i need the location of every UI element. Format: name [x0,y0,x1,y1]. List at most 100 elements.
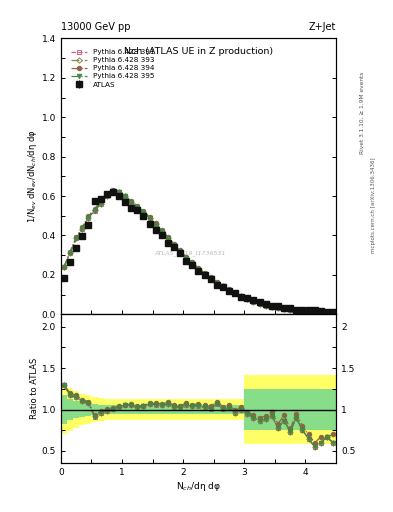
Pythia 6.428 393 [202,270,207,276]
Pythia 6.428 394 [98,199,103,205]
Pythia 6.428 393 [300,308,305,314]
Legend: Pythia 6.428 391, Pythia 6.428 393, Pythia 6.428 394, Pythia 6.428 395, ATLAS: Pythia 6.428 391, Pythia 6.428 393, Pyth… [70,48,156,89]
Pythia 6.428 394 [141,208,146,214]
Line: Pythia 6.428 395: Pythia 6.428 395 [62,189,335,315]
Pythia 6.428 395 [141,209,146,215]
Text: Z+Jet: Z+Jet [309,22,336,32]
Pythia 6.428 395 [117,189,121,195]
Pythia 6.428 394 [153,220,158,226]
Pythia 6.428 395 [165,236,170,242]
Pythia 6.428 395 [220,284,225,290]
Pythia 6.428 391 [123,193,127,199]
Pythia 6.428 391 [282,306,286,312]
Pythia 6.428 393 [294,308,299,314]
Pythia 6.428 395 [202,271,207,277]
Pythia 6.428 395 [129,199,134,205]
Pythia 6.428 394 [135,203,140,209]
Pythia 6.428 395 [312,309,317,315]
Pythia 6.428 391 [184,255,189,261]
Pythia 6.428 391 [135,204,140,210]
Pythia 6.428 395 [123,193,127,199]
Pythia 6.428 394 [172,241,176,247]
Pythia 6.428 393 [251,299,256,305]
Pythia 6.428 395 [135,204,140,210]
Pythia 6.428 393 [227,287,231,293]
Pythia 6.428 391 [275,305,280,311]
Pythia 6.428 393 [233,290,237,296]
Pythia 6.428 394 [294,307,299,313]
Pythia 6.428 393 [110,188,115,194]
Text: ATLAS_2019_I1736531: ATLAS_2019_I1736531 [154,251,226,257]
Pythia 6.428 394 [220,283,225,289]
Pythia 6.428 395 [270,304,274,310]
Pythia 6.428 394 [68,248,72,254]
Pythia 6.428 395 [86,215,91,221]
Pythia 6.428 393 [117,189,121,195]
Pythia 6.428 391 [92,208,97,214]
Pythia 6.428 393 [306,309,311,315]
Pythia 6.428 395 [239,293,244,300]
Pythia 6.428 395 [331,310,335,316]
Pythia 6.428 393 [263,303,268,309]
Text: Rivet 3.1.10, ≥ 1.9M events: Rivet 3.1.10, ≥ 1.9M events [360,72,365,154]
Pythia 6.428 393 [190,260,195,266]
Pythia 6.428 393 [215,280,219,286]
Pythia 6.428 394 [92,206,97,212]
Pythia 6.428 395 [105,193,109,199]
Pythia 6.428 391 [110,188,115,194]
Pythia 6.428 395 [196,266,201,272]
Pythia 6.428 393 [62,264,66,270]
Pythia 6.428 391 [270,304,274,310]
Pythia 6.428 393 [331,310,335,316]
Pythia 6.428 394 [196,265,201,271]
Line: Pythia 6.428 394: Pythia 6.428 394 [62,187,335,315]
Pythia 6.428 391 [325,310,329,316]
Pythia 6.428 391 [202,271,207,277]
Pythia 6.428 393 [68,250,72,256]
Pythia 6.428 394 [245,296,250,302]
Pythia 6.428 395 [245,296,250,303]
Pythia 6.428 394 [306,308,311,314]
Pythia 6.428 394 [215,279,219,285]
Pythia 6.428 394 [233,290,237,296]
Pythia 6.428 394 [282,306,286,312]
Pythia 6.428 391 [227,287,231,293]
Pythia 6.428 391 [239,293,244,300]
Pythia 6.428 391 [312,309,317,315]
Pythia 6.428 394 [105,190,109,197]
Pythia 6.428 395 [288,307,292,313]
Pythia 6.428 395 [251,299,256,305]
Pythia 6.428 393 [74,236,79,242]
Pythia 6.428 394 [202,270,207,276]
Pythia 6.428 391 [141,209,146,215]
Pythia 6.428 393 [275,305,280,311]
Pythia 6.428 391 [196,266,201,272]
Pythia 6.428 391 [172,242,176,248]
Pythia 6.428 394 [318,309,323,315]
Pythia 6.428 395 [62,264,66,270]
Pythia 6.428 395 [208,275,213,282]
Pythia 6.428 391 [62,264,66,270]
Pythia 6.428 394 [251,298,256,305]
Pythia 6.428 394 [312,309,317,315]
Pythia 6.428 394 [123,193,127,199]
Pythia 6.428 394 [257,301,262,307]
Pythia 6.428 395 [153,222,158,228]
Pythia 6.428 395 [110,188,115,194]
Pythia 6.428 395 [300,308,305,314]
Pythia 6.428 395 [318,309,323,315]
Pythia 6.428 391 [233,290,237,296]
Pythia 6.428 394 [178,247,182,253]
Text: 13000 GeV pp: 13000 GeV pp [61,22,130,32]
Line: Pythia 6.428 391: Pythia 6.428 391 [62,189,335,315]
Pythia 6.428 394 [117,188,121,195]
Pythia 6.428 391 [129,199,134,205]
Pythia 6.428 395 [74,236,79,242]
Pythia 6.428 395 [92,208,97,214]
Pythia 6.428 391 [251,299,256,305]
Pythia 6.428 393 [135,204,140,210]
Pythia 6.428 395 [98,201,103,207]
Pythia 6.428 394 [62,264,66,270]
Pythia 6.428 395 [325,310,329,316]
Pythia 6.428 395 [80,225,84,231]
